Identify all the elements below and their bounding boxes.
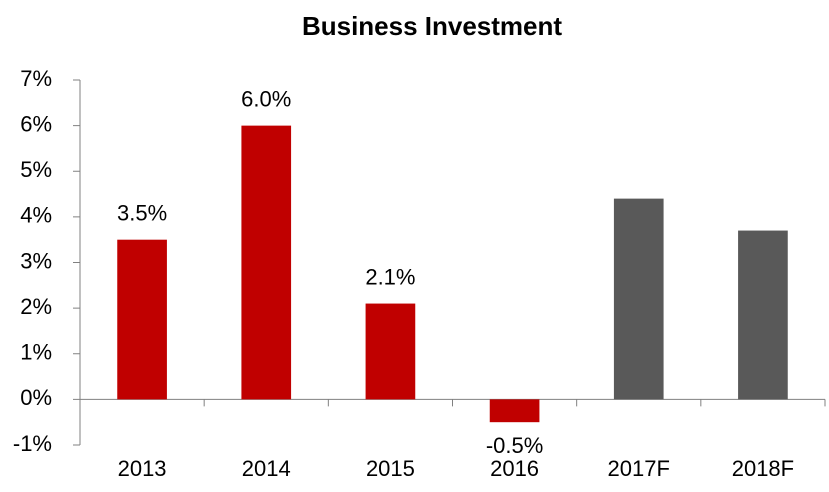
- bar: [365, 303, 416, 400]
- value-label: 2.1%: [365, 264, 415, 289]
- chart-title: Business Investment: [302, 11, 562, 41]
- bar: [489, 399, 540, 423]
- y-tick-label: 4%: [20, 203, 52, 228]
- value-label: -0.5%: [486, 433, 543, 458]
- y-tick-label: 5%: [20, 157, 52, 182]
- y-tick-label: 0%: [20, 385, 52, 410]
- y-tick-label: 3%: [20, 248, 52, 273]
- y-tick-label: -1%: [13, 431, 52, 456]
- x-tick-label: 2017F: [608, 456, 670, 481]
- y-tick-label: 2%: [20, 294, 52, 319]
- value-label: 3.5%: [117, 201, 167, 226]
- x-tick-label: 2015: [366, 456, 415, 481]
- x-tick-label: 2013: [118, 456, 167, 481]
- x-tick-label: 2014: [242, 456, 291, 481]
- y-tick-label: 1%: [20, 340, 52, 365]
- y-tick-label: 6%: [20, 111, 52, 136]
- value-label: 6.0%: [241, 86, 291, 111]
- x-tick-label: 2016: [490, 456, 539, 481]
- y-tick-label: 7%: [20, 66, 52, 91]
- bar: [117, 239, 167, 400]
- x-tick-label: 2018F: [732, 456, 794, 481]
- bar: [613, 198, 664, 400]
- bar: [241, 125, 292, 400]
- bar: [738, 230, 788, 400]
